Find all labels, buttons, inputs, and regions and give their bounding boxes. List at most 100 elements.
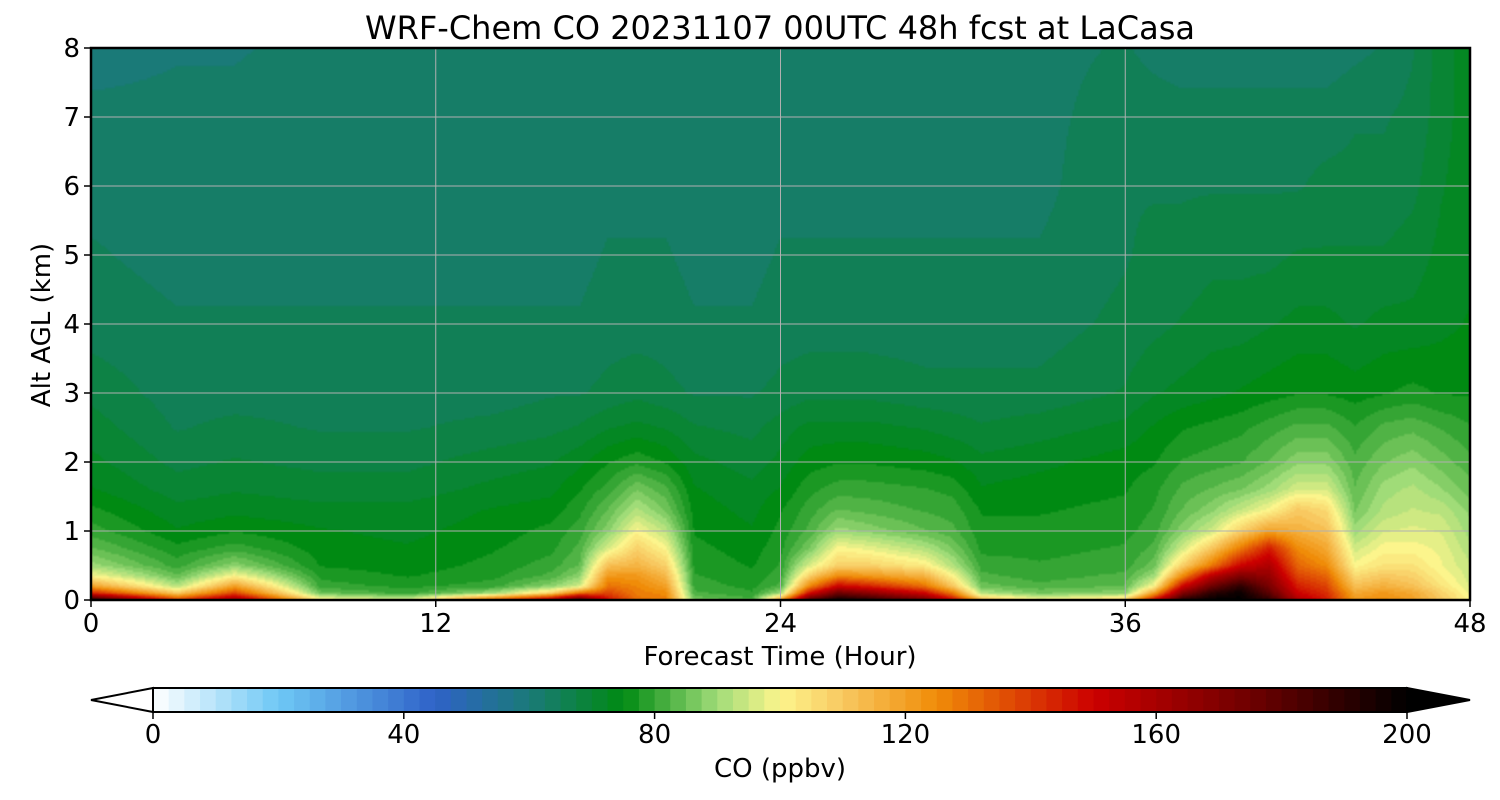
y-tick-label: 1 xyxy=(63,517,80,547)
colorbar-step xyxy=(1093,688,1110,712)
y-tick-label: 0 xyxy=(63,586,80,616)
colorbar-step xyxy=(874,688,891,712)
colorbar-step xyxy=(1281,688,1298,712)
colorbar-step xyxy=(200,688,217,712)
colorbar-label: CO (ppbv) xyxy=(714,754,846,784)
colorbar-step xyxy=(1297,688,1314,712)
colorbar-step xyxy=(780,688,797,712)
colorbar-step xyxy=(529,688,546,712)
colorbar-step xyxy=(1124,688,1142,712)
colorbar-step xyxy=(1250,688,1267,712)
colorbar-step xyxy=(497,688,515,712)
colorbar-step xyxy=(732,688,750,712)
colorbar-step xyxy=(1391,688,1408,712)
colorbar-tick-label: 160 xyxy=(1131,720,1181,750)
colorbar-step xyxy=(795,688,812,712)
colorbar-step xyxy=(231,688,248,712)
colorbar-step xyxy=(560,688,577,712)
y-tick-label: 4 xyxy=(63,310,80,340)
colorbar-tick-label: 200 xyxy=(1382,720,1432,750)
colorbar-step xyxy=(372,688,389,712)
colorbar-step xyxy=(654,688,671,712)
colorbar-extend-low xyxy=(90,686,154,714)
colorbar-step xyxy=(278,688,295,712)
y-tick-label: 7 xyxy=(63,103,80,133)
colorbar-step xyxy=(905,688,922,712)
colorbar-step xyxy=(623,688,640,712)
colorbar-step xyxy=(670,688,687,712)
x-tick-label: 36 xyxy=(1109,609,1142,639)
colorbar-step xyxy=(184,688,201,712)
y-axis-label: Alt AGL (km) xyxy=(27,243,57,407)
colorbar-step xyxy=(1234,688,1251,712)
chart-title: WRF-Chem CO 20231107 00UTC 48h fcst at L… xyxy=(365,9,1195,47)
colorbar-steps xyxy=(153,688,1408,712)
colorbar-step xyxy=(544,688,562,712)
colorbar-step xyxy=(403,688,421,712)
y-tick-label: 3 xyxy=(63,379,80,409)
colorbar-step xyxy=(952,688,969,712)
colorbar-step xyxy=(1030,688,1048,712)
colorbar-step xyxy=(388,688,405,712)
colorbar-step xyxy=(1312,688,1330,712)
colorbar-step xyxy=(1046,688,1063,712)
colorbar-step xyxy=(1140,688,1157,712)
colorbar-step xyxy=(591,688,609,712)
colorbar-step xyxy=(968,688,985,712)
colorbar-step xyxy=(889,688,906,712)
y-tick-label: 5 xyxy=(63,241,80,271)
colorbar-step xyxy=(1359,688,1377,712)
colorbar-step xyxy=(936,688,954,712)
colorbar-step xyxy=(1062,688,1079,712)
colorbar-step xyxy=(1265,688,1283,712)
colorbar-step xyxy=(1077,688,1095,712)
colorbar-step xyxy=(356,688,374,712)
x-axis: 0 12 24 36 48 xyxy=(83,600,1487,639)
colorbar-step xyxy=(294,688,311,712)
x-tick-label: 24 xyxy=(764,609,797,639)
colorbar-step xyxy=(1375,688,1392,712)
colorbar-frame xyxy=(152,687,1408,713)
colorbar: 0 40 80 120 160 200 CO (ppbv) xyxy=(90,686,1471,784)
colorbar-step xyxy=(607,688,624,712)
colorbar-tick-label: 80 xyxy=(638,720,671,750)
colorbar-step xyxy=(576,688,593,712)
colorbar-step xyxy=(450,688,468,712)
colorbar-step xyxy=(764,688,781,712)
colorbar-extend-high xyxy=(1406,686,1471,714)
colorbar-step xyxy=(1203,688,1220,712)
colorbar-step xyxy=(1156,688,1173,712)
colorbar-step xyxy=(685,688,703,712)
colorbar-step xyxy=(921,688,938,712)
colorbar-step xyxy=(1344,688,1361,712)
colorbar-step xyxy=(466,688,483,712)
colorbar-step xyxy=(168,688,185,712)
y-tick-label: 8 xyxy=(63,34,80,64)
colorbar-step xyxy=(811,688,828,712)
colorbar-step xyxy=(309,688,327,712)
x-tick-label: 0 xyxy=(83,609,100,639)
x-tick-label: 48 xyxy=(1453,609,1486,639)
colorbar-step xyxy=(1187,688,1204,712)
colorbar-step xyxy=(717,688,734,712)
colorbar-step xyxy=(638,688,656,712)
colorbar-step xyxy=(1328,688,1345,712)
colorbar-step xyxy=(419,688,436,712)
colorbar-step xyxy=(482,688,499,712)
colorbar-step xyxy=(513,688,530,712)
colorbar-step xyxy=(827,688,844,712)
colorbar-tick-label: 40 xyxy=(387,720,420,750)
colorbar-step xyxy=(153,688,170,712)
colorbar-step xyxy=(983,688,1001,712)
colorbar-step xyxy=(858,688,875,712)
colorbar-step xyxy=(1218,688,1236,712)
y-tick-label: 6 xyxy=(63,172,80,202)
y-axis: 0 1 2 3 4 5 6 7 8 xyxy=(63,34,91,616)
colorbar-step xyxy=(325,688,342,712)
x-axis-label: Forecast Time (Hour) xyxy=(643,642,916,672)
colorbar-tick-label: 120 xyxy=(881,720,931,750)
y-tick-label: 2 xyxy=(63,448,80,478)
x-tick-label: 12 xyxy=(419,609,452,639)
colorbar-step xyxy=(999,688,1016,712)
